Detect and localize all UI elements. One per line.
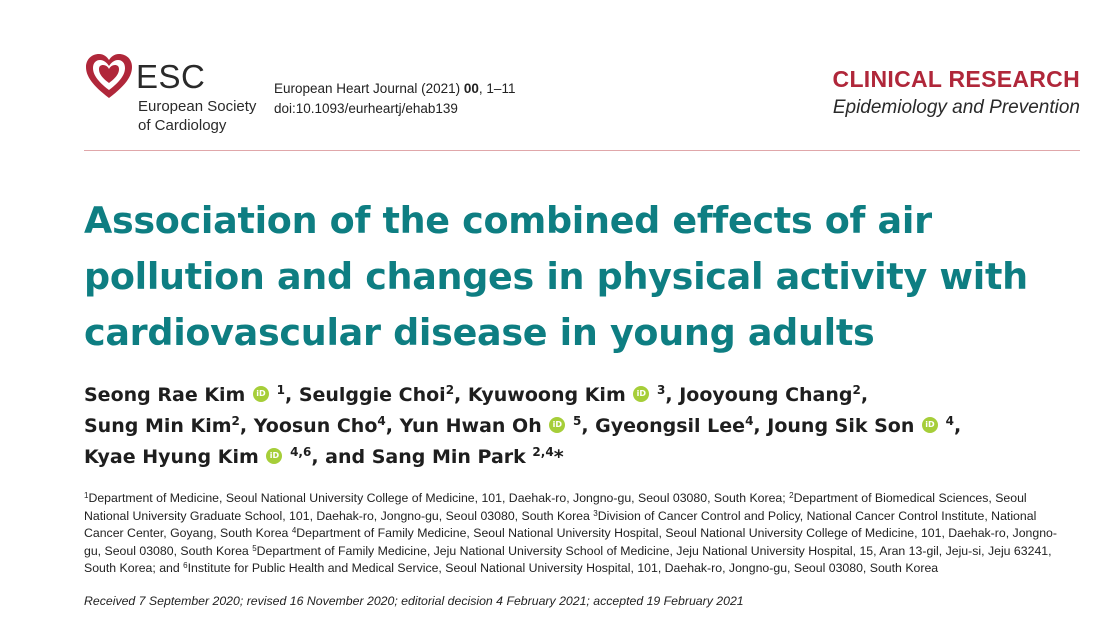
author-name[interactable]: Kyae Hyung Kim — [84, 446, 259, 468]
journal-doi[interactable]: doi:10.1093/eurheartj/ehab139 — [274, 101, 458, 116]
received-dates: Received 7 September 2020; revised 16 No… — [84, 594, 744, 608]
affil-number: 2 — [789, 491, 794, 500]
journal-pages: , 1–11 — [478, 81, 516, 96]
author-separator: , — [454, 384, 468, 406]
affil-number: 4 — [291, 526, 297, 535]
logo-abbr: ESC — [136, 58, 206, 95]
author-separator: , — [239, 415, 254, 437]
header-divider — [84, 150, 1080, 151]
author-affil: 5 — [572, 414, 582, 428]
author-affil: 4 — [745, 414, 754, 428]
journal-volume: 00 — [463, 81, 479, 96]
author-affil: 3 — [657, 383, 666, 397]
orcid-icon[interactable] — [252, 386, 269, 402]
author-name[interactable]: Seulggie Choi — [298, 384, 446, 406]
affil-number: 6 — [183, 561, 188, 570]
journal-name: European Heart Journal (2021) — [274, 81, 461, 96]
affil-text: Department of Medicine, Seoul National U… — [88, 491, 790, 505]
author-name[interactable]: Kyuwoong Kim — [467, 384, 626, 406]
author-separator: , — [860, 384, 869, 406]
affil-number: 3 — [593, 508, 598, 518]
author-name[interactable]: Yoosun Cho — [253, 415, 378, 437]
journal-citation: European Heart Journal (2021) 00, 1–11 d… — [274, 79, 515, 119]
esc-logo: ESC European Society of Cardiology — [84, 52, 264, 136]
article-title: Association of the combined effects of a… — [84, 193, 1074, 361]
affil-number: 5 — [252, 543, 257, 553]
author-affil: 2 — [231, 414, 240, 428]
author-name[interactable]: Sang Min Park — [371, 446, 526, 468]
author-affil: 2,4 — [532, 445, 554, 459]
title-line-3: cardiovascular disease in young adults — [84, 311, 875, 354]
orcid-icon[interactable] — [922, 417, 938, 433]
author-name[interactable]: Yun Hwan Oh — [399, 415, 542, 437]
author-line-2: Sung Min Kim2, Yoosun Cho4, Yun Hwan Oh … — [84, 411, 1084, 442]
subsection-label: Epidemiology and Prevention — [832, 97, 1080, 118]
author-name[interactable]: Joung Sik Son — [767, 415, 915, 437]
affil-number: 1 — [84, 491, 89, 500]
author-affil: 1 — [276, 383, 285, 397]
affiliations: 1Department of Medicine, Seoul National … — [84, 490, 1074, 578]
author-line-1: Seong Rae Kim 1, Seulggie Choi2, Kyuwoon… — [84, 380, 1084, 411]
logo-line-2: of Cardiology — [138, 117, 227, 134]
affil-text: Department of Biomedical Sciences, Seoul… — [84, 491, 1027, 523]
orcid-icon[interactable] — [633, 386, 650, 402]
affil-text: Department of Family Medicine, Jeju Nati… — [84, 543, 1052, 576]
title-line-2: pollution and changes in physical activi… — [84, 255, 1028, 298]
author-separator: , — [665, 384, 680, 406]
author-separator: , and — [311, 446, 372, 468]
author-separator: , — [581, 415, 596, 437]
orcid-icon[interactable] — [549, 417, 566, 433]
author-separator: , — [385, 415, 400, 437]
logo-line-1: European Society — [138, 98, 257, 115]
author-affil: 2 — [445, 383, 455, 397]
author-name[interactable]: Jooyoung Chang — [679, 384, 853, 406]
author-affil: 4 — [377, 414, 386, 428]
affil-text: Department of Family Medicine, Seoul Nat… — [84, 526, 1057, 558]
journal-line: European Heart Journal (2021) 00, 1–11 — [274, 79, 515, 99]
author-list: Seong Rae Kim 1, Seulggie Choi2, Kyuwoon… — [84, 380, 1084, 473]
author-name[interactable]: Gyeongsil Lee — [595, 415, 746, 437]
author-line-3: Kyae Hyung Kim 4,6, and Sang Min Park 2,… — [84, 442, 1084, 473]
author-affil: 4 — [945, 414, 954, 428]
author-separator: , — [953, 415, 962, 437]
author-separator: , — [284, 384, 299, 406]
article-category: CLINICAL RESEARCH Epidemiology and Preve… — [833, 66, 1080, 119]
orcid-icon[interactable] — [266, 448, 283, 464]
heart-logo-icon — [86, 54, 132, 98]
author-separator: , — [753, 415, 768, 437]
title-line-1: Association of the combined effects of a… — [84, 199, 932, 242]
author-affil: 4,6 — [290, 445, 312, 459]
author-affil: 2 — [852, 383, 861, 397]
author-name[interactable]: Sung Min Kim — [84, 415, 232, 437]
section-label: CLINICAL RESEARCH — [832, 66, 1080, 92]
corresponding-mark: * — [553, 446, 564, 468]
affil-text: Division of Cancer Control and Policy, N… — [84, 508, 1037, 541]
affil-text: Institute for Public Health and Medical … — [187, 561, 939, 575]
author-name[interactable]: Seong Rae Kim — [84, 384, 246, 406]
